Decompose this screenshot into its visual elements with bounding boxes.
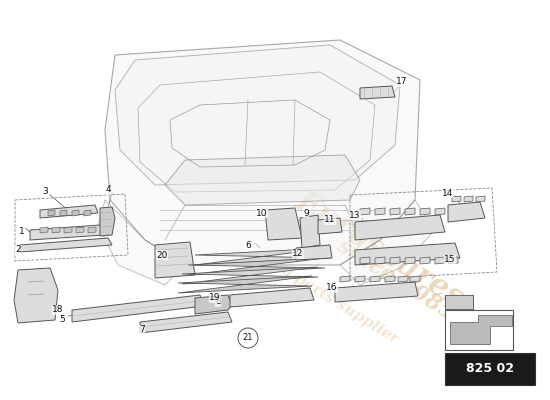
Text: 16: 16 — [326, 284, 338, 292]
Polygon shape — [360, 86, 395, 99]
Polygon shape — [435, 257, 445, 264]
Polygon shape — [60, 210, 67, 216]
Polygon shape — [182, 267, 318, 284]
Polygon shape — [385, 276, 395, 282]
Circle shape — [33, 305, 39, 311]
Polygon shape — [100, 207, 115, 236]
Text: 13: 13 — [349, 210, 361, 220]
Polygon shape — [195, 248, 330, 265]
Polygon shape — [52, 227, 60, 233]
Text: 19: 19 — [209, 294, 221, 302]
Polygon shape — [265, 208, 302, 240]
Polygon shape — [155, 242, 195, 278]
Text: 10: 10 — [256, 208, 268, 218]
Text: 20: 20 — [156, 250, 168, 260]
Polygon shape — [88, 227, 96, 233]
Polygon shape — [340, 200, 435, 285]
Text: 7: 7 — [139, 326, 145, 334]
Polygon shape — [398, 276, 408, 282]
Polygon shape — [355, 215, 445, 240]
Polygon shape — [84, 210, 91, 216]
Bar — [445, 310, 513, 350]
Polygon shape — [360, 208, 370, 215]
Polygon shape — [420, 257, 430, 264]
Polygon shape — [72, 295, 204, 322]
Text: 825 02: 825 02 — [466, 362, 514, 376]
Polygon shape — [476, 196, 485, 202]
Polygon shape — [40, 205, 98, 218]
Polygon shape — [72, 210, 79, 216]
Text: 18: 18 — [52, 306, 64, 314]
Text: 1: 1 — [19, 228, 25, 236]
Polygon shape — [375, 208, 385, 215]
Polygon shape — [105, 40, 420, 265]
Polygon shape — [355, 243, 460, 265]
Polygon shape — [355, 276, 365, 282]
Text: 17: 17 — [396, 78, 408, 86]
Polygon shape — [390, 208, 400, 215]
Text: since 1985: since 1985 — [332, 235, 458, 325]
Text: 9: 9 — [303, 208, 309, 218]
Polygon shape — [30, 225, 104, 240]
Polygon shape — [48, 210, 55, 216]
Polygon shape — [296, 245, 332, 260]
Polygon shape — [178, 276, 312, 293]
Polygon shape — [195, 295, 232, 314]
Polygon shape — [390, 257, 400, 264]
Text: 4: 4 — [105, 186, 111, 194]
Polygon shape — [405, 208, 415, 215]
Polygon shape — [115, 45, 400, 185]
Polygon shape — [335, 282, 418, 302]
Polygon shape — [420, 208, 430, 215]
Polygon shape — [464, 196, 473, 202]
Bar — [445, 295, 473, 309]
Polygon shape — [165, 155, 360, 205]
Polygon shape — [76, 227, 84, 233]
Polygon shape — [448, 257, 458, 264]
Polygon shape — [98, 200, 185, 285]
Polygon shape — [435, 208, 445, 215]
Text: 3: 3 — [42, 188, 48, 196]
Text: 12: 12 — [292, 250, 304, 258]
Bar — [445, 353, 535, 385]
Polygon shape — [318, 218, 342, 234]
Polygon shape — [448, 202, 485, 222]
Text: 5: 5 — [59, 314, 65, 324]
Polygon shape — [375, 257, 385, 264]
Text: 6: 6 — [245, 242, 251, 250]
Text: 8: 8 — [215, 298, 221, 306]
Polygon shape — [300, 215, 320, 248]
Polygon shape — [230, 288, 314, 307]
Circle shape — [35, 306, 37, 310]
Polygon shape — [405, 257, 415, 264]
Text: 14: 14 — [442, 188, 454, 198]
Polygon shape — [410, 276, 420, 282]
Polygon shape — [360, 257, 370, 264]
Polygon shape — [20, 238, 112, 252]
Polygon shape — [450, 315, 512, 344]
Text: Eurospares: Eurospares — [290, 186, 470, 314]
Circle shape — [238, 328, 258, 348]
Text: a parts supplier: a parts supplier — [279, 263, 401, 347]
Polygon shape — [14, 268, 58, 323]
Polygon shape — [140, 312, 232, 333]
Polygon shape — [340, 276, 350, 282]
Polygon shape — [40, 227, 48, 233]
Polygon shape — [64, 227, 72, 233]
Text: 11: 11 — [324, 216, 336, 224]
Text: 2: 2 — [15, 246, 21, 254]
Text: 15: 15 — [444, 256, 456, 264]
Polygon shape — [370, 276, 380, 282]
Polygon shape — [188, 258, 325, 275]
Text: 21: 21 — [243, 334, 253, 342]
Polygon shape — [452, 196, 461, 202]
